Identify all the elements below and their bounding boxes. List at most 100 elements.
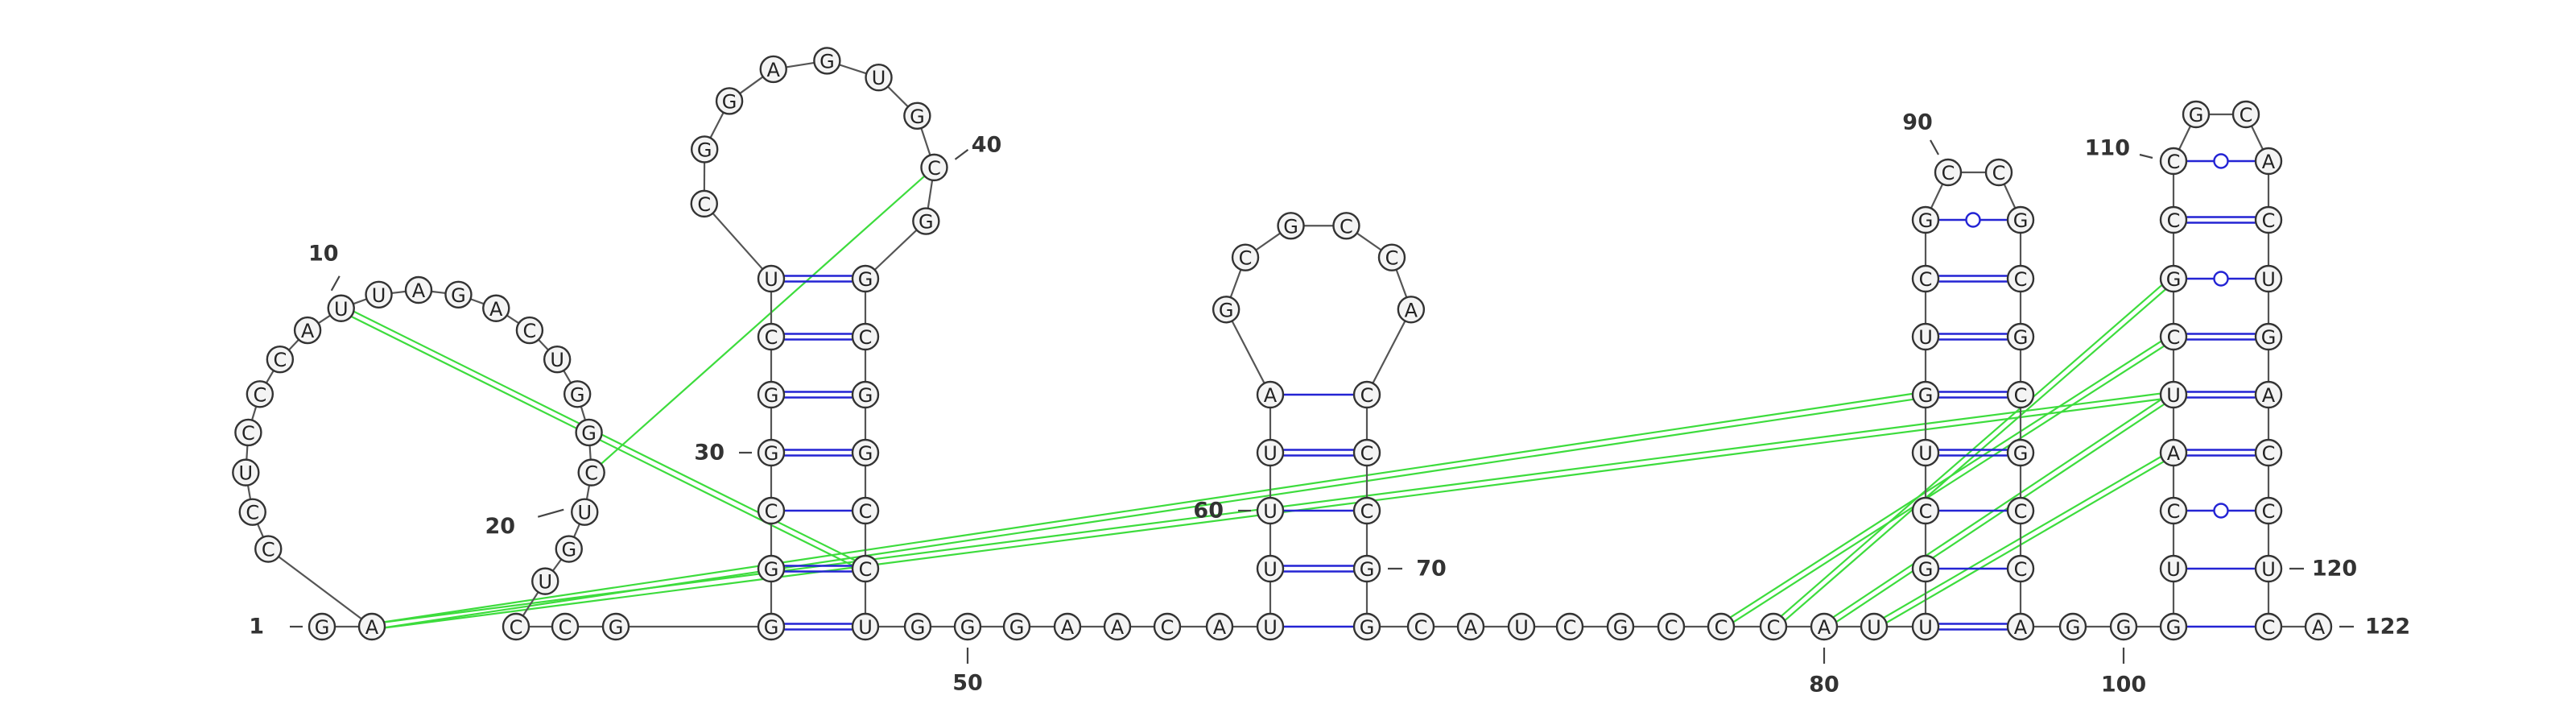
nucleotide: G <box>1606 612 1635 641</box>
nucleotide-letter: G <box>1918 558 1934 581</box>
nucleotide: G <box>444 280 473 308</box>
tertiary-interaction-line <box>1886 461 2165 623</box>
nucleotide-letter: G <box>722 90 737 113</box>
nucleotide: C <box>690 189 718 218</box>
nucleotide: G <box>2182 100 2211 129</box>
nucleotide-letter: U <box>1514 616 1529 639</box>
nucleotide-circle <box>1256 496 1285 525</box>
nucleotide-circle <box>2159 380 2188 409</box>
nucleotide-letter: U <box>2166 384 2181 407</box>
nucleotide-circle <box>903 101 931 130</box>
nucleotide-letter: G <box>1613 616 1629 639</box>
backbone-segment <box>563 370 572 383</box>
nucleotide-circle <box>1153 612 1182 641</box>
nucleotide-letter: U <box>538 571 552 594</box>
nucleotide: A <box>1053 612 1082 641</box>
nucleotide-letter: U <box>372 284 386 307</box>
nucleotide-circle <box>920 153 948 182</box>
nucleotide: C <box>238 498 266 526</box>
nucleotide-letter: G <box>764 616 779 639</box>
nucleotide: A <box>1205 612 1234 641</box>
backbone-segment <box>839 64 867 75</box>
nucleotide-letter: G <box>697 139 712 161</box>
tertiary-interaction-line <box>1832 399 2162 619</box>
nucleotide: A <box>2254 147 2283 176</box>
nucleotide-letter: A <box>1111 616 1125 639</box>
nucleotide-circle <box>254 535 283 563</box>
nucleotide-letter: C <box>1942 162 1955 184</box>
nucleotide: C <box>757 322 786 351</box>
wobble-pair-marker <box>2213 153 2229 169</box>
nucleotide: G <box>2159 612 2188 641</box>
nucleotide-circle <box>2006 205 2035 234</box>
nucleotide: C <box>515 316 544 345</box>
nucleotide-circle <box>1911 612 1940 641</box>
nucleotide-letter: G <box>1918 384 1934 407</box>
nucleotide: C <box>2254 612 2283 641</box>
nucleotide: A <box>482 294 510 322</box>
nucleotide: C <box>2254 205 2283 234</box>
nucleotide: C <box>1911 264 1940 293</box>
nucleotide-circle <box>757 438 786 467</box>
nucleotide-letter: C <box>1992 162 2006 184</box>
nucleotide: U <box>1256 612 1285 641</box>
nucleotide: U <box>2254 554 2283 583</box>
nucleotide: C <box>266 346 295 374</box>
nucleotide-circle <box>2159 612 2188 641</box>
nucleotide-circle <box>246 380 275 408</box>
nucleotide-letter: U <box>872 67 886 89</box>
nucleotide-circle <box>1657 612 1686 641</box>
tertiary-interaction-line <box>1835 403 2165 623</box>
backbone-segment <box>1255 232 1282 251</box>
nucleotide-circle <box>903 612 932 641</box>
nucleotide-letter: C <box>1340 215 1353 238</box>
backbone-segment <box>873 229 918 271</box>
nucleotide-letter: U <box>1263 558 1278 581</box>
nucleotide-circle <box>2159 554 2188 583</box>
nucleotide-letter: C <box>765 500 778 523</box>
nucleotide: C <box>2254 438 2283 467</box>
nucleotide-circle <box>2254 264 2283 293</box>
nucleotide-letter: C <box>246 502 259 524</box>
nucleotide-circle <box>1759 612 1788 641</box>
position-tick <box>1930 139 1939 155</box>
nucleotide-letter: G <box>960 616 976 639</box>
nucleotide-letter: U <box>2166 558 2181 581</box>
nucleotide: G <box>757 554 786 583</box>
nucleotide: G <box>690 135 719 164</box>
nucleotide-letter: G <box>764 442 779 465</box>
nucleotide-letter: A <box>2167 442 2181 465</box>
tertiary-interaction-line <box>353 310 856 561</box>
nucleotide-letter: G <box>858 268 873 291</box>
nucleotide-circle <box>851 380 880 409</box>
wobble-pair-marker <box>1965 212 1981 228</box>
nucleotide-letter: A <box>1818 616 1831 639</box>
nucleotide-letter: G <box>919 211 934 234</box>
nucleotide: C <box>851 554 880 583</box>
nucleotide-circle <box>912 207 940 235</box>
backbone-segment <box>573 523 581 538</box>
nucleotide-circle <box>555 535 583 563</box>
nucleotide-letter: G <box>2066 616 2081 639</box>
nucleotide-circle <box>1256 612 1285 641</box>
nucleotide-letter: U <box>1263 616 1278 639</box>
backbone-segment <box>1395 269 1408 298</box>
nucleotide-letter: C <box>2167 326 2181 349</box>
backbone-segment <box>2003 184 2017 209</box>
nucleotide-letter: G <box>2013 209 2029 232</box>
nucleotide: C <box>577 458 605 486</box>
nucleotide: G <box>563 380 592 408</box>
nucleotide: A <box>1397 296 1426 324</box>
nucleotide-letter: U <box>1918 616 1933 639</box>
nucleotide-circle <box>1507 612 1536 641</box>
nucleotide-letter: C <box>559 616 572 639</box>
nucleotide-circle <box>575 418 603 447</box>
backbone-segment <box>709 112 724 139</box>
nucleotide-circle <box>1911 554 1940 583</box>
nucleotide-circle <box>577 458 605 486</box>
nucleotide-circle <box>759 55 787 84</box>
backbone-segment <box>1231 320 1265 384</box>
nucleotide: C <box>1934 158 1963 187</box>
nucleotide-circle <box>1911 496 1940 525</box>
